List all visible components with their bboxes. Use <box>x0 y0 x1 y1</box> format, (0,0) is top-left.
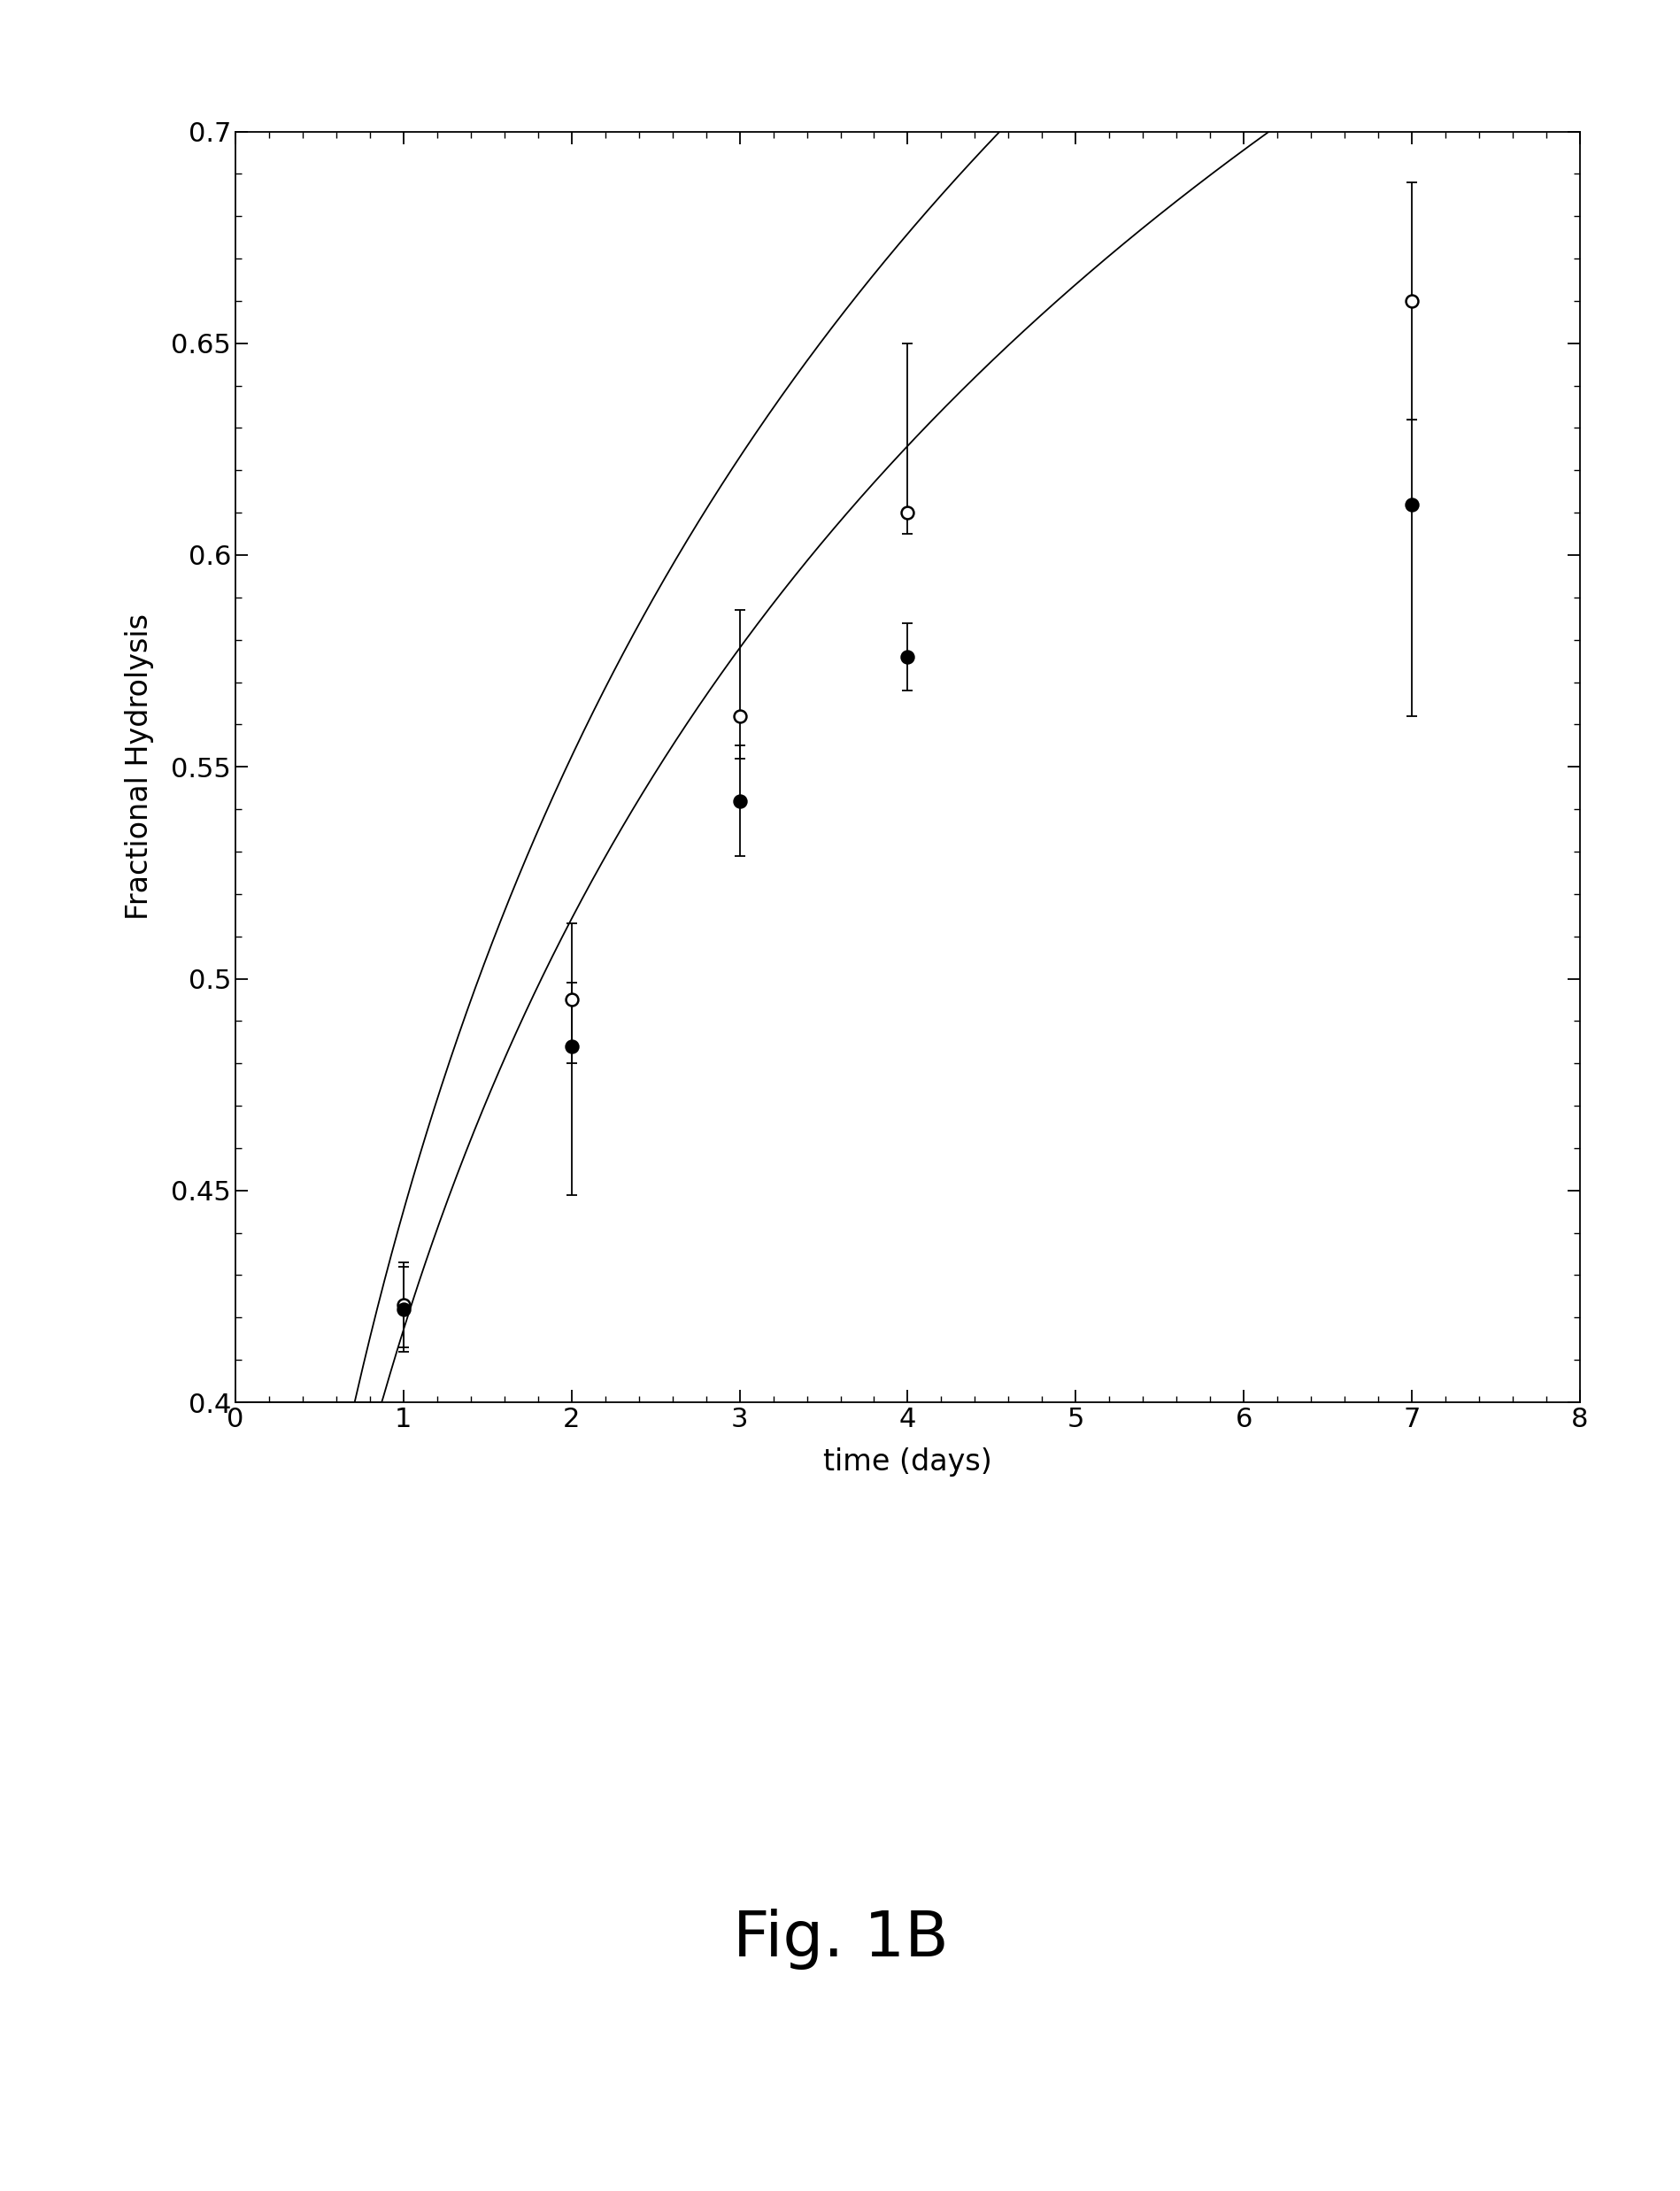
X-axis label: time (days): time (days) <box>823 1446 991 1477</box>
Text: Fig. 1B: Fig. 1B <box>732 1908 948 1970</box>
Y-axis label: Fractional Hydrolysis: Fractional Hydrolysis <box>124 613 155 920</box>
